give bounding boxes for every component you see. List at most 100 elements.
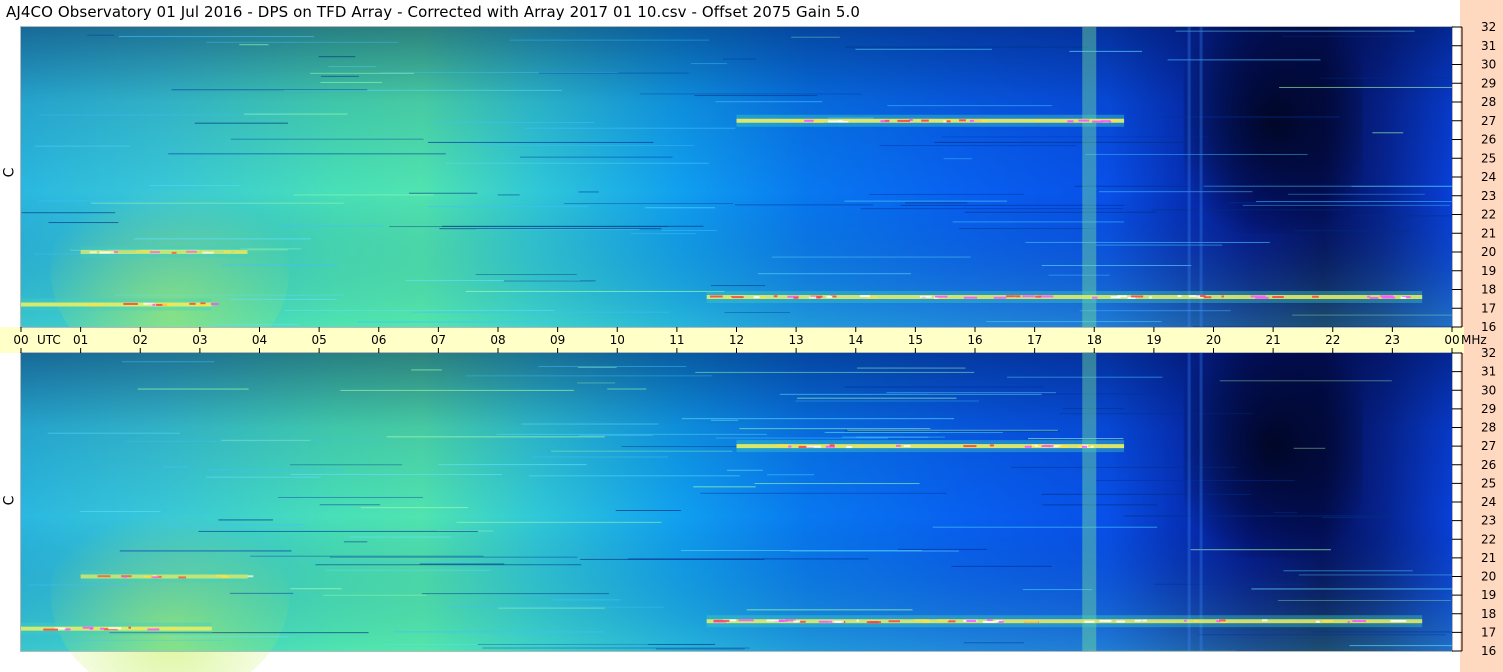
texture-streak (320, 81, 383, 83)
texture-streak (580, 558, 765, 560)
time-tick-label: 19 (1146, 333, 1161, 347)
texture-streak (206, 476, 321, 478)
band-hotspot (1382, 296, 1396, 299)
time-tick-label: 03 (192, 333, 207, 347)
freq-tick-label: 23 (1481, 189, 1496, 203)
texture-streak (290, 473, 503, 475)
band-hotspot (200, 302, 206, 305)
time-tick-label: 00 (1444, 333, 1459, 347)
texture-streak (1311, 631, 1452, 633)
texture-streak (531, 456, 668, 458)
texture-streak (1349, 645, 1452, 647)
texture-streak (1074, 185, 1352, 187)
texture-streak (320, 75, 359, 77)
texture-streak (438, 464, 587, 466)
band-hotspot (182, 302, 186, 305)
band-hotspot (178, 576, 187, 579)
panel-1-morning-glow (50, 165, 290, 376)
texture-streak (1025, 241, 1270, 243)
band-hotspot (86, 304, 103, 307)
texture-streak (857, 367, 966, 369)
texture-streak (869, 193, 1025, 195)
texture-streak (411, 369, 442, 371)
texture-streak (411, 311, 670, 313)
freq-tick-label: 25 (1481, 151, 1496, 165)
band-hotspot (936, 619, 949, 622)
time-tick-label: 10 (610, 333, 625, 347)
band-core (706, 295, 1423, 299)
freq-tick-label: 30 (1481, 58, 1496, 72)
band-hotspot (123, 302, 138, 305)
band-hotspot (1127, 296, 1136, 299)
band-hotspot (1037, 444, 1043, 447)
freq-tick-label: 28 (1481, 95, 1496, 109)
texture-streak (564, 203, 734, 205)
band-hotspot (866, 296, 870, 299)
texture-streak (771, 256, 971, 258)
texture-streak (1320, 77, 1452, 79)
time-tick-label: 05 (311, 333, 326, 347)
texture-streak (827, 117, 874, 119)
texture-streak (1282, 35, 1452, 37)
band-hotspot (143, 302, 155, 305)
band-hotspot (89, 627, 94, 630)
texture-streak (552, 599, 621, 601)
texture-streak (639, 93, 862, 95)
band-hotspot (922, 620, 931, 623)
texture-streak (986, 321, 1162, 323)
band-hotspot (1038, 295, 1054, 298)
texture-streak (943, 158, 972, 160)
band-hotspot (947, 620, 956, 623)
texture-streak (34, 253, 170, 255)
texture-streak (206, 41, 399, 43)
band-hotspot (709, 295, 723, 298)
texture-streak (240, 248, 302, 250)
texture-streak (380, 71, 619, 73)
band-hotspot (1216, 620, 1221, 623)
texture-streak (421, 593, 609, 595)
texture-streak (340, 389, 574, 391)
band-hotspot (842, 118, 850, 121)
band-hotspot (1116, 620, 1123, 623)
texture-streak (38, 114, 288, 116)
band-core (80, 574, 248, 579)
texture-streak (1321, 516, 1391, 518)
freq-tick-label: 24 (1481, 495, 1496, 509)
band-hotspot (1058, 445, 1068, 448)
band-hotspot (1047, 445, 1054, 448)
band-hotspot (1272, 296, 1284, 299)
freq-unit-label: MHz (1461, 333, 1487, 347)
texture-streak (171, 89, 368, 91)
band-hotspot (1122, 620, 1125, 623)
texture-streak (419, 563, 505, 565)
band-hotspot (738, 619, 754, 622)
texture-streak (900, 204, 1125, 206)
texture-streak (1287, 193, 1425, 195)
freq-tick-label: 18 (1481, 283, 1496, 297)
band-hotspot (1084, 620, 1095, 623)
band-hotspot (1193, 619, 1199, 622)
band-hotspot (920, 295, 932, 298)
texture-streak (538, 72, 689, 74)
band-hotspot (1110, 296, 1121, 299)
texture-streak (28, 584, 129, 586)
band-hotspot (826, 295, 833, 298)
time-tick-label: 07 (431, 333, 446, 347)
band-hotspot (766, 619, 779, 622)
band-hotspot (1015, 295, 1021, 298)
texture-streak (168, 153, 446, 155)
band-hotspot (793, 620, 801, 623)
band-hotspot (913, 619, 929, 622)
freq-tick-label: 21 (1481, 226, 1496, 240)
band-hotspot (933, 296, 947, 299)
band-hotspot (93, 628, 97, 631)
texture-streak (229, 592, 294, 594)
texture-streak (1175, 30, 1415, 32)
time-tick-label: 14 (848, 333, 863, 347)
texture-streak (661, 229, 717, 231)
band-hotspot (946, 120, 951, 123)
texture-streak (941, 136, 1208, 138)
texture-streak (446, 606, 665, 608)
texture-streak (503, 280, 596, 282)
texture-streak (68, 639, 223, 641)
